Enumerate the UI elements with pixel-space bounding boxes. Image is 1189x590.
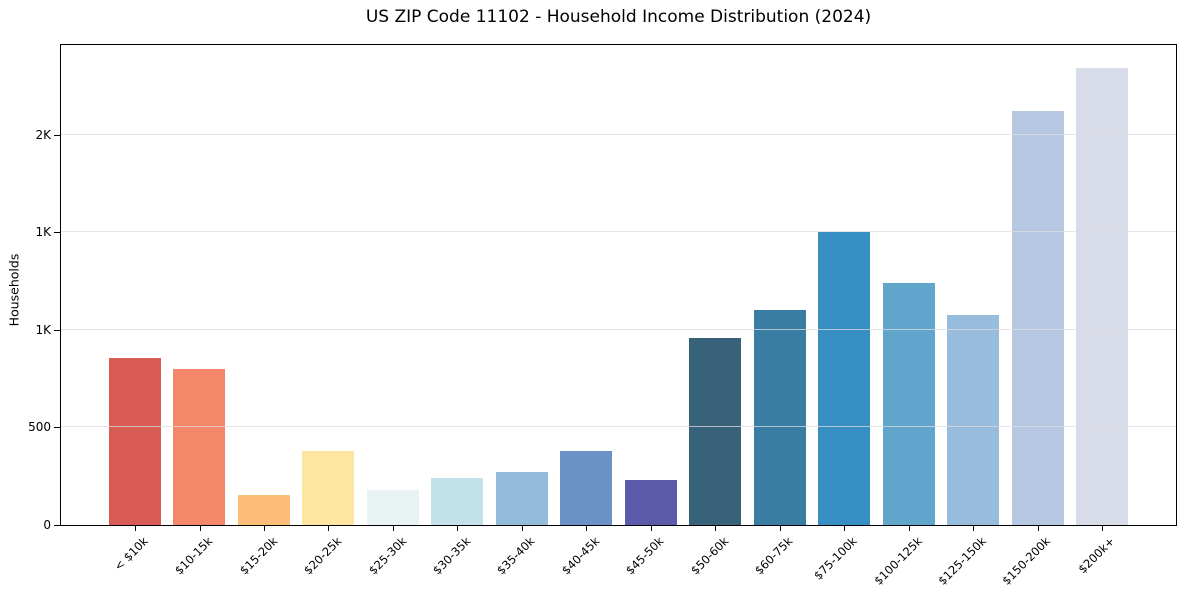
y-tick-mark	[54, 329, 60, 331]
x-tick-mark	[779, 526, 781, 531]
bar-$125-150k	[947, 315, 1000, 525]
x-tick-label-$30-35k: $30-35k	[429, 534, 474, 578]
chart-title: US ZIP Code 11102 - Household Income Dis…	[365, 7, 872, 27]
bar-$35-40k	[495, 472, 548, 525]
bar-$25-30k	[366, 489, 419, 525]
x-tick-label-$60-75k: $60-75k	[752, 534, 796, 578]
x-tick-mark	[844, 526, 846, 531]
bar-$75-100k	[818, 232, 871, 525]
bar-$100-125k	[882, 283, 935, 525]
gridline-500	[61, 426, 1176, 428]
x-tick-mark	[973, 526, 975, 531]
bar-$50-60k	[689, 337, 742, 525]
y-axis-label: Households	[6, 253, 22, 327]
y-tick-label: 1K	[35, 225, 51, 240]
x-tick-mark	[199, 526, 201, 531]
x-tick-mark	[586, 526, 588, 531]
x-tick-mark	[1037, 526, 1039, 531]
gridline-2000	[61, 133, 1176, 135]
bar-< $10k	[109, 358, 161, 525]
plot-area	[60, 44, 1177, 526]
bar-$45-50k	[624, 480, 677, 525]
x-tick-mark	[135, 526, 136, 531]
x-tick-label-< $10k: < $10k	[111, 534, 151, 574]
x-tick-mark	[521, 526, 523, 531]
y-tick-label: 1K	[35, 322, 51, 337]
x-tick-label-$50-60k: $50-60k	[687, 534, 732, 578]
bar-$40-45k	[560, 450, 613, 525]
bar-$200k+	[1076, 68, 1128, 525]
x-tick-label-$45-50k: $45-50k	[623, 534, 667, 578]
gridline-1000	[61, 328, 1176, 330]
x-tick-label-$200k+: $200k+	[1075, 534, 1118, 577]
bar-$30-35k	[431, 478, 484, 525]
y-tick-mark	[54, 427, 60, 429]
x-tick-mark	[392, 526, 394, 531]
bar-$150-200k	[1011, 111, 1064, 525]
x-tick-mark	[650, 526, 652, 531]
y-tick-mark	[54, 134, 60, 136]
y-tick-mark	[54, 232, 60, 234]
x-tick-mark	[457, 526, 459, 531]
bar-$60-75k	[753, 310, 806, 525]
x-tick-label-$40-45k: $40-45k	[558, 534, 603, 578]
y-tick-label: 500	[28, 420, 51, 435]
y-tick-label: 0	[43, 518, 51, 532]
x-tick-label-$75-100k: $75-100k	[811, 534, 861, 583]
x-tick-label-$100-125k: $100-125k	[870, 534, 925, 588]
x-tick-label-$150-200k: $150-200k	[999, 534, 1054, 588]
x-tick-mark	[908, 526, 910, 531]
bar-$15-20k	[237, 494, 290, 525]
x-tick-label-$10-15k: $10-15k	[171, 534, 216, 578]
x-tick-mark	[715, 526, 717, 531]
bar-$20-25k	[302, 450, 355, 525]
x-tick-label-$25-30k: $25-30k	[365, 534, 409, 578]
x-tick-label-$15-20k: $15-20k	[236, 534, 280, 578]
x-tick-label-$125-150k: $125-150k	[935, 534, 990, 588]
gridline-1500	[61, 231, 1176, 233]
x-tick-label-$20-25k: $20-25k	[300, 534, 345, 578]
y-tick-mark	[54, 525, 60, 526]
x-tick-mark	[328, 526, 330, 531]
bar-$10-15k	[173, 368, 226, 525]
x-tick-label-$35-40k: $35-40k	[494, 534, 538, 578]
x-tick-mark	[1102, 526, 1103, 531]
y-tick-label: 2K	[35, 127, 51, 142]
x-tick-mark	[263, 526, 265, 531]
